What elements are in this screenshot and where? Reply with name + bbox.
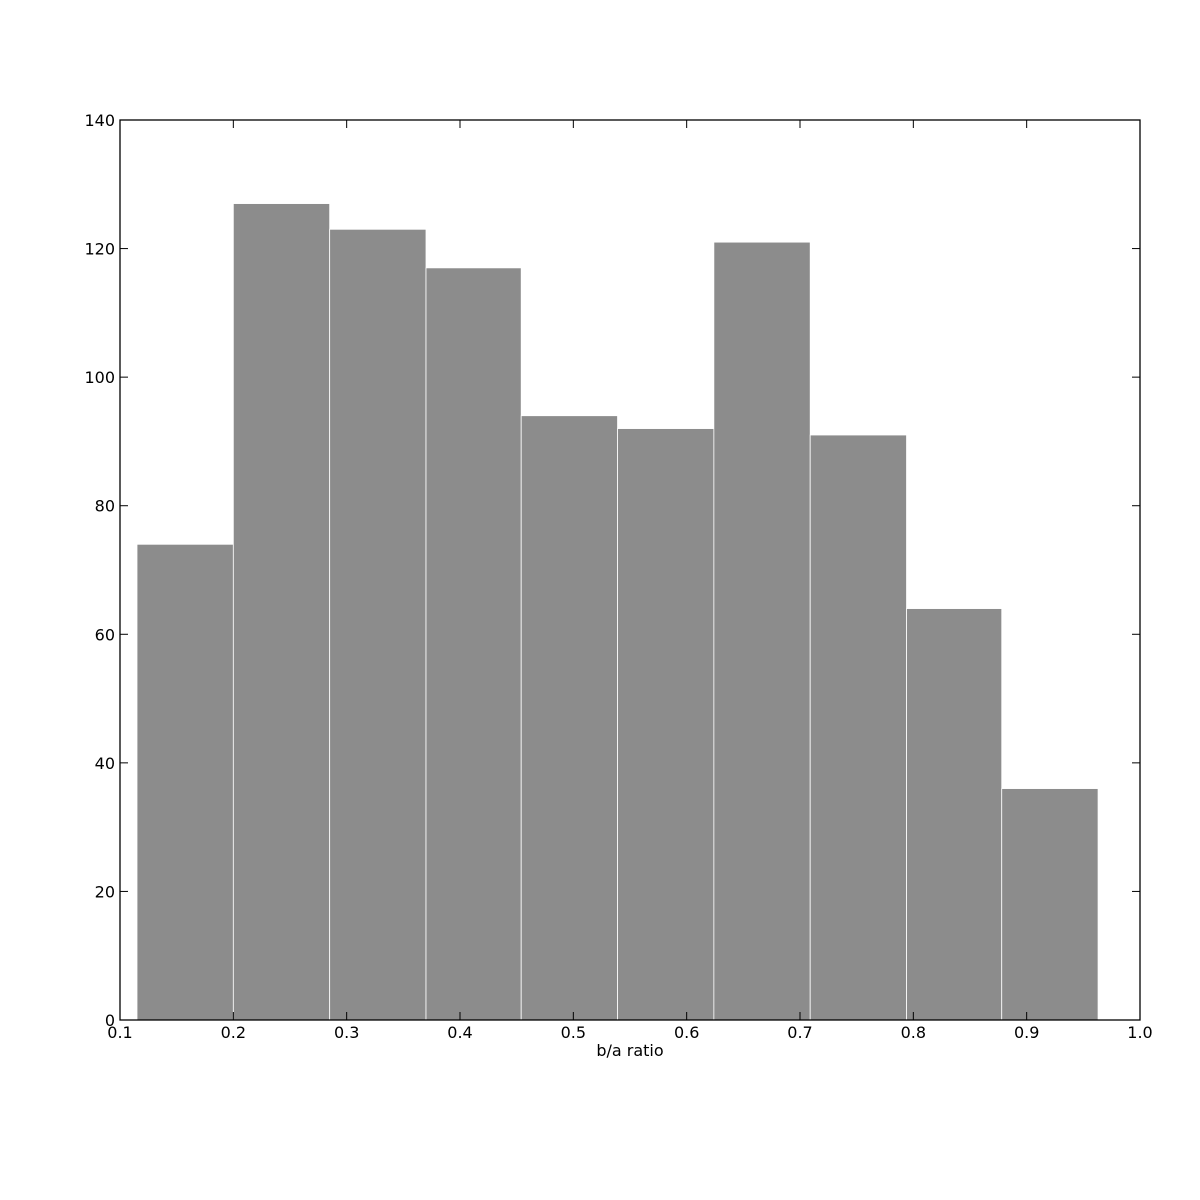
x-axis-title: b/a ratio	[596, 1041, 663, 1060]
histogram-bar	[809, 434, 907, 1021]
y-tick-label: 140	[84, 111, 115, 130]
x-axis-ticks: 0.1 0.2 0.3 0.4 0.5 0.6 0.7 0.8 0.9 1.0	[107, 120, 1153, 1042]
y-tick-label: 60	[95, 625, 115, 644]
x-tick-label: 0.3	[334, 1023, 359, 1042]
x-tick-label: 0.4	[447, 1023, 472, 1042]
x-tick-label: 1.0	[1127, 1023, 1152, 1042]
histogram-bar	[713, 241, 811, 1021]
y-tick-label: 120	[84, 240, 115, 259]
x-tick-label: 0.1	[107, 1023, 132, 1042]
x-tick-label: 0.2	[221, 1023, 246, 1042]
histogram-bar	[425, 267, 522, 1021]
y-tick-label: 100	[84, 368, 115, 387]
x-tick-label: 0.9	[1014, 1023, 1039, 1042]
x-tick-label: 0.7	[787, 1023, 812, 1042]
plot-frame	[119, 119, 1141, 1021]
x-tick-label: 0.6	[674, 1023, 699, 1042]
y-tick-label: 80	[95, 497, 115, 516]
x-tick-label: 0.5	[561, 1023, 586, 1042]
histogram-bar	[906, 608, 1003, 1021]
y-tick-label: 40	[95, 754, 115, 773]
histogram-bar	[617, 428, 715, 1021]
y-axis-ticks: 0 20 40 60 80 100 120 140	[84, 111, 1140, 1030]
y-tick-label: 0	[105, 1011, 115, 1030]
x-tick-label: 0.8	[901, 1023, 926, 1042]
histogram-bar	[520, 415, 618, 1021]
histogram-bars	[136, 203, 1099, 1021]
histogram-bar	[136, 543, 234, 1021]
histogram-bar	[232, 203, 331, 1021]
histogram-bar	[1001, 788, 1099, 1021]
y-tick-label: 20	[95, 882, 115, 901]
histogram-bar	[329, 228, 427, 1021]
